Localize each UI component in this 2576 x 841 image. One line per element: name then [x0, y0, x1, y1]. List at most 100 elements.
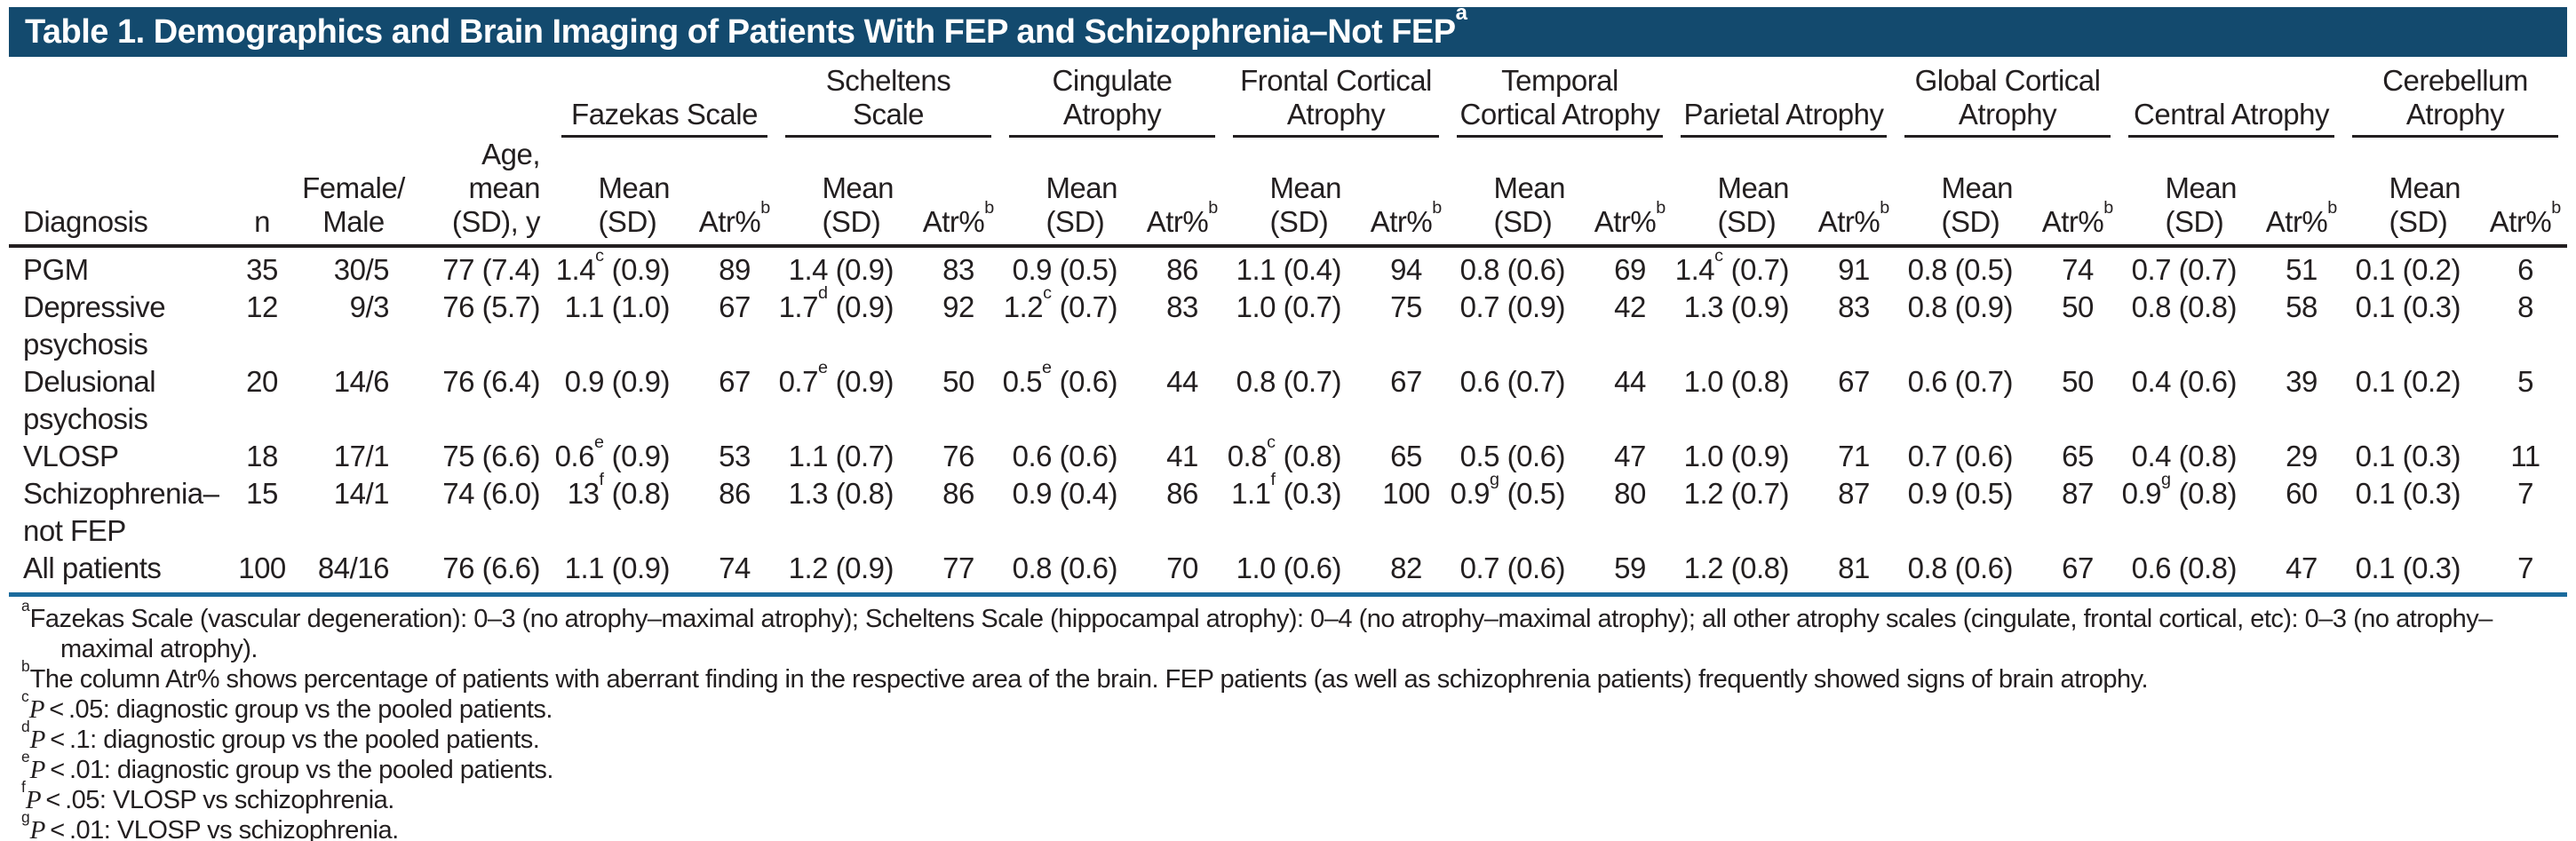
- footnote-e: eP < .01: diagnostic group vs the pooled…: [21, 747, 553, 784]
- cell-mean-sd: 1.2c (0.7): [1003, 283, 1118, 323]
- group-header-cingulate-atrophy: Cingulate Atrophy: [1000, 64, 1224, 138]
- cell-atr-percent: 91: [1838, 253, 1870, 286]
- cell-mean-sd: 1.0 (0.9): [1683, 440, 1790, 472]
- cell-atr-percent: 11: [2510, 440, 2540, 472]
- cell-mean-sd: 0.8 (0.5): [1907, 253, 2014, 286]
- cell-atr-percent: 50: [942, 365, 974, 398]
- cell-atr-percent: 67: [719, 290, 751, 323]
- column-header-atr-percent: Atr%b: [1588, 138, 1673, 248]
- cell-mean-sd: 0.1 (0.3): [2343, 550, 2485, 597]
- column-header-mean-sd: Mean (SD): [1672, 138, 1813, 248]
- cell-atr-percent: 51: [2286, 253, 2318, 286]
- cell-mean-sd: 0.9 (0.5): [1907, 477, 2014, 510]
- column-header-mean-sd: Mean (SD): [1896, 138, 2037, 248]
- footnotes: aFazekas Scale (vascular degeneration): …: [9, 596, 2567, 841]
- table-row-schizophrenia-not-fep: Schizophrenia–not FEP 15 14/1 74 (6.0) 13f (…: [9, 470, 2567, 550]
- cell-mean-sd: 0.6 (0.7): [1907, 365, 2014, 398]
- cell-atr-percent: 83: [1166, 290, 1198, 323]
- table-header: Fazekas Scale Scheltens Scale Cingulate Atro…: [9, 64, 2568, 248]
- cell-age: 76 (5.7): [442, 290, 540, 323]
- column-header-atr-percent: Atr%b: [1812, 138, 1896, 248]
- table-row-pgm: PGM 35 30/5 77 (7.4) 1.4c (0.9) 89 1.4 (0.9) 83…: [9, 246, 2567, 289]
- cell-atr-percent: 86: [1166, 253, 1198, 286]
- cell-mean-sd: 1.0 (0.8): [1683, 365, 1790, 398]
- cell-mean-sd: 0.6e (0.9): [554, 432, 671, 472]
- cell-mean-sd: 0.1 (0.3): [2355, 440, 2461, 472]
- cell-atr-percent: 69: [1614, 253, 1646, 286]
- cell-female-male: 84/16: [300, 550, 407, 597]
- cell-diagnosis: All patients: [9, 550, 224, 597]
- cell-mean-sd: 1.1 (0.9): [553, 550, 693, 597]
- cell-atr-percent: 67: [719, 365, 751, 398]
- cell-mean-sd: 0.1 (0.3): [2355, 477, 2461, 510]
- cell-age: 76 (6.4): [442, 365, 540, 398]
- cell-mean-sd: 0.4 (0.6): [2131, 365, 2238, 398]
- cell-female-male: 17/1: [333, 440, 390, 472]
- group-header-temporal-cortical-atrophy: Temporal Cortical Atrophy: [1448, 64, 1672, 138]
- group-header-cerebellum-atrophy: Cerebellum Atrophy: [2343, 64, 2567, 138]
- cell-mean-sd: 1.0 (0.6): [1224, 550, 1364, 597]
- cell-atr-percent: 42: [1614, 290, 1646, 323]
- cell-mean-sd: 1.2 (0.9): [776, 550, 917, 597]
- table-body: PGM 35 30/5 77 (7.4) 1.4c (0.9) 89 1.4 (0.9) 83…: [9, 246, 2568, 597]
- cell-mean-sd: 0.8c (0.8): [1227, 432, 1342, 472]
- cell-n: 12: [246, 290, 278, 323]
- cell-atr-percent: 86: [1166, 477, 1198, 510]
- cell-mean-sd: 0.9g (0.5): [1450, 470, 1566, 510]
- cell-atr-percent: 67: [1390, 365, 1422, 398]
- column-header-mean-sd: Mean (SD): [2343, 138, 2485, 248]
- cell-mean-sd: 1.1f (0.3): [1231, 470, 1341, 510]
- cell-mean-sd: 1.4 (0.9): [788, 253, 894, 286]
- cell-n: 100: [224, 550, 300, 597]
- cell-atr-percent: 83: [942, 253, 974, 286]
- cell-atr-percent: 65: [1390, 440, 1422, 472]
- column-header-atr-percent: Atr%b: [693, 138, 776, 248]
- cell-atr-percent: 86: [719, 477, 751, 510]
- cell-mean-sd: 0.4 (0.8): [2131, 440, 2238, 472]
- column-header-atr-percent: Atr%b: [1141, 138, 1224, 248]
- cell-mean-sd: 0.1 (0.2): [2355, 365, 2461, 398]
- cell-mean-sd: 0.6 (0.6): [1012, 440, 1118, 472]
- cell-atr-percent: 74: [2062, 253, 2094, 286]
- column-header-age: Age, mean (SD), y: [407, 138, 553, 248]
- cell-mean-sd: 0.6 (0.7): [1459, 365, 1566, 398]
- cell-mean-sd: 0.5e (0.6): [1002, 358, 1118, 398]
- cell-atr-percent: 77: [917, 550, 1000, 597]
- cell-female-male: 30/5: [333, 253, 390, 286]
- cell-mean-sd: 1.3 (0.9): [1683, 290, 1790, 323]
- footnote-b: bThe column Atr% shows percentage of pat…: [21, 656, 2149, 694]
- cell-diagnosis: Delusional psychosis: [23, 365, 156, 435]
- table-title-footnote-marker: a: [1455, 1, 1467, 26]
- cell-diagnosis: PGM: [23, 253, 89, 286]
- cell-female-male: 14/1: [333, 477, 390, 510]
- cell-atr-percent: 7: [2484, 550, 2568, 597]
- cell-mean-sd: 0.7 (0.7): [2131, 253, 2238, 286]
- cell-mean-sd: 1.2 (0.8): [1672, 550, 1813, 597]
- spacer-cell: [9, 64, 224, 138]
- cell-mean-sd: 1.4c (0.7): [1674, 246, 1790, 286]
- cell-mean-sd: 0.7 (0.9): [1459, 290, 1566, 323]
- cell-mean-sd: 0.5 (0.6): [1459, 440, 1566, 472]
- table-title-text: Table 1. Demographics and Brain Imaging …: [25, 13, 1456, 51]
- cell-atr-percent: 7: [2517, 477, 2533, 510]
- cell-mean-sd: 0.8 (0.8): [2131, 290, 2238, 323]
- footnote-f: fP < .05: VLOSP vs schizophrenia.: [21, 777, 394, 814]
- demographics-brain-imaging-table: Fazekas Scale Scheltens Scale Cingulate Atro…: [9, 64, 2568, 597]
- footnote-d: dP < .1: diagnostic group vs the pooled …: [21, 717, 540, 754]
- cell-atr-percent: 60: [2286, 477, 2318, 510]
- column-header-mean-sd: Mean (SD): [2119, 138, 2261, 248]
- column-header-mean-sd: Mean (SD): [1448, 138, 1589, 248]
- footnote-a: aFazekas Scale (vascular degeneration): …: [21, 596, 2493, 663]
- cell-mean-sd: 1.3 (0.8): [788, 477, 894, 510]
- cell-atr-percent: 92: [942, 290, 974, 323]
- cell-atr-percent: 5: [2517, 365, 2533, 398]
- cell-atr-percent: 75: [1390, 290, 1422, 323]
- cell-mean-sd: 0.7 (0.6): [1907, 440, 2014, 472]
- cell-atr-percent: 47: [1614, 440, 1646, 472]
- column-header-atr-percent: Atr%b: [2484, 138, 2568, 248]
- cell-atr-percent: 44: [1166, 365, 1198, 398]
- column-header-mean-sd: Mean (SD): [1224, 138, 1364, 248]
- cell-n: 15: [246, 477, 278, 510]
- cell-mean-sd: 0.9 (0.9): [564, 365, 671, 398]
- group-header-frontal-cortical-atrophy: Frontal Cortical Atrophy: [1224, 64, 1448, 138]
